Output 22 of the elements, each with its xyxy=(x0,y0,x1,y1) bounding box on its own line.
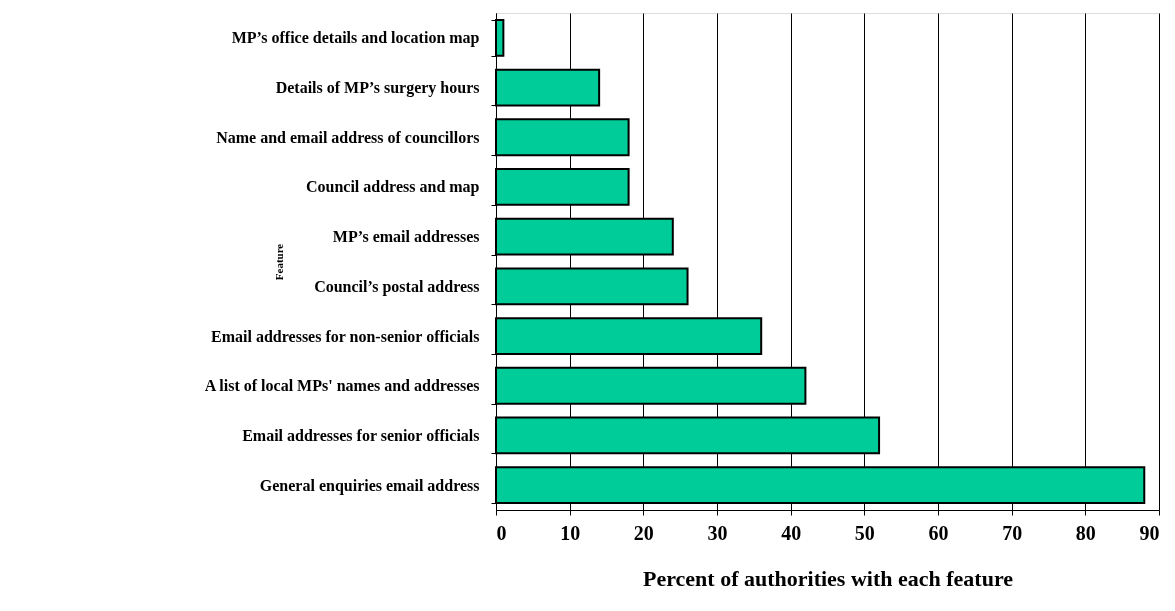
x-tick-label: 70 xyxy=(1002,521,1023,544)
x-tick-label: 30 xyxy=(707,521,728,544)
y-tick-label: General enquiries email address xyxy=(259,476,480,495)
x-tick-label: 40 xyxy=(781,521,802,544)
y-tick-label: Council’s postal address xyxy=(314,277,480,296)
x-tick-label: 0 xyxy=(496,521,507,544)
y-tick-label: Email addresses for senior officials xyxy=(242,426,480,444)
y-tick-label: A list of local MPs' names and addresses xyxy=(204,377,480,395)
x-tick-label: 20 xyxy=(633,521,654,544)
y-axis-title: Feature xyxy=(272,243,285,281)
y-tick-label: MP’s office details and location map xyxy=(231,29,480,48)
x-tick-label: 80 xyxy=(1075,521,1096,544)
y-tick-label: Details of MP’s surgery hours xyxy=(275,79,480,98)
y-tick-label: MP’s email addresses xyxy=(332,228,480,246)
y-tick-label: Email addresses for non-senior officials xyxy=(211,327,480,345)
x-tick-label: 10 xyxy=(560,521,581,544)
y-tick-label: Council address and map xyxy=(305,178,480,197)
x-tick-label: 50 xyxy=(854,521,875,544)
y-tick-label: Name and email address of councillors xyxy=(216,128,480,146)
x-tick-label: 90 xyxy=(1139,521,1160,544)
x-axis-title: Percent of authorities with each feature xyxy=(642,565,1014,591)
x-tick-label: 60 xyxy=(928,521,949,544)
